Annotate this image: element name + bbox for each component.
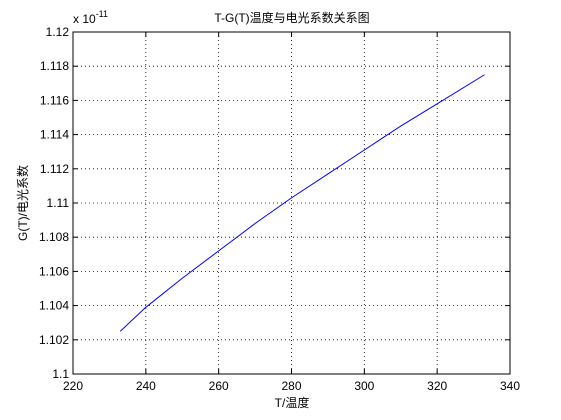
y-tick-label: 1.102 — [39, 333, 69, 347]
x-tick-label: 280 — [281, 379, 301, 393]
y-tick-label: 1.11 — [47, 196, 70, 210]
x-tick-label: 320 — [427, 379, 447, 393]
y-tick-label: 1.12 — [46, 25, 70, 39]
y-tick-label: 1.106 — [39, 264, 69, 278]
y-tick-label: 1.118 — [40, 59, 69, 73]
chart-title: T-G(T)温度与电光系数关系图 — [214, 10, 369, 25]
y-tick-label: 1.1 — [52, 367, 69, 381]
x-tick-label: 240 — [136, 379, 156, 393]
x-tick-label: 260 — [209, 379, 229, 393]
y-axis-label: G(T)/电光系数 — [15, 165, 30, 241]
x-tick-label: 220 — [63, 379, 83, 393]
y-tick-label: 1.116 — [40, 93, 69, 107]
plot-area — [73, 32, 510, 374]
y-exponent-label: x 10-11 — [73, 9, 108, 26]
x-axis-label: T/温度 — [275, 395, 310, 410]
x-tick-label: 340 — [500, 379, 520, 393]
ticks — [72, 31, 511, 375]
y-tick-label: 1.108 — [39, 230, 69, 244]
y-tick-label: 1.104 — [39, 299, 69, 313]
grid — [73, 32, 510, 374]
y-exponent-power: -11 — [96, 9, 108, 19]
y-tick-label: 1.112 — [40, 162, 69, 176]
y-tick-label: 1.114 — [40, 128, 69, 142]
x-tick-label: 300 — [354, 379, 374, 393]
tick-labels: 220 240 260 280 300 320 340 1.1 1.102 1.104 1.106 1… — [39, 25, 520, 393]
series-line — [119, 74, 485, 332]
series-layer — [119, 74, 485, 332]
y-exponent-base: x 10 — [73, 12, 96, 26]
